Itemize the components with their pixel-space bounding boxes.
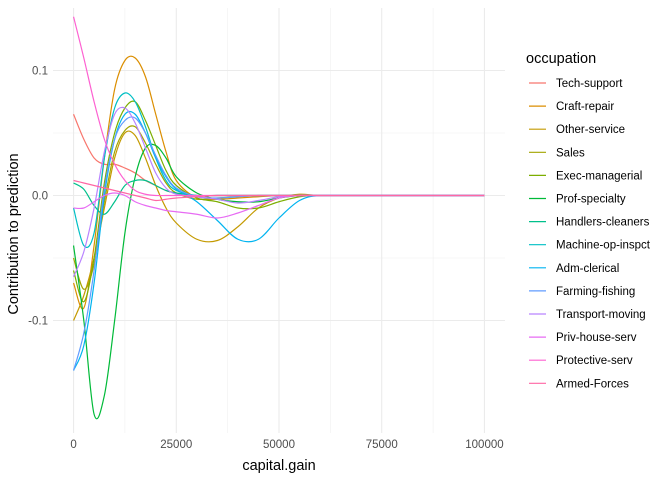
legend-items: Tech-support Craft-repair Other-service Sal… bbox=[529, 78, 651, 390]
y-axis-ticks: -0.1 0.0 0.1 bbox=[28, 66, 48, 328]
legend-label-adm-clerical: Adm-clerical bbox=[556, 263, 619, 275]
x-tick-label: 0 bbox=[70, 439, 76, 451]
legend-label-handlers-cleaners: Handlers-cleaners bbox=[556, 217, 650, 229]
legend-label-other-service: Other-service bbox=[556, 124, 625, 136]
legend-label-tech-support: Tech-support bbox=[556, 78, 623, 90]
legend-label-machine-op-inspct: Machine-op-inspct bbox=[556, 240, 651, 252]
legend-label-protective-serv: Protective-serv bbox=[556, 355, 633, 367]
legend-title: occupation bbox=[526, 51, 596, 67]
x-axis-label: capital.gain bbox=[242, 458, 315, 474]
x-axis-ticks: 0 25000 50000 75000 100000 bbox=[70, 439, 503, 451]
legend-label-craft-repair: Craft-repair bbox=[556, 101, 614, 113]
grid-lines bbox=[53, 8, 505, 433]
legend-label-armed-forces: Armed-Forces bbox=[556, 378, 629, 390]
x-tick-label: 50000 bbox=[263, 439, 295, 451]
x-tick-label: 100000 bbox=[465, 439, 503, 451]
y-tick-label: -0.1 bbox=[28, 316, 48, 328]
y-tick-label: 0.1 bbox=[32, 66, 48, 78]
series-lines bbox=[72, 16, 485, 420]
legend-label-exec-managerial: Exec-managerial bbox=[556, 170, 642, 182]
legend-label-farming-fishing: Farming-fishing bbox=[556, 286, 635, 298]
x-tick-label: 25000 bbox=[160, 439, 192, 451]
series-line-armed-forces bbox=[73, 179, 485, 202]
legend-label-sales: Sales bbox=[556, 147, 585, 159]
legend-label-prof-specialty: Prof-specialty bbox=[556, 194, 626, 206]
legend: occupation Tech-support Craft-repair Other… bbox=[526, 51, 651, 390]
legend-label-priv-house-serv: Priv-house-serv bbox=[556, 332, 637, 344]
x-tick-label: 75000 bbox=[366, 439, 398, 451]
y-axis-label: Contribution to prediction bbox=[6, 153, 22, 314]
y-tick-label: 0.0 bbox=[32, 191, 48, 203]
legend-label-transport-moving: Transport-moving bbox=[556, 309, 646, 321]
